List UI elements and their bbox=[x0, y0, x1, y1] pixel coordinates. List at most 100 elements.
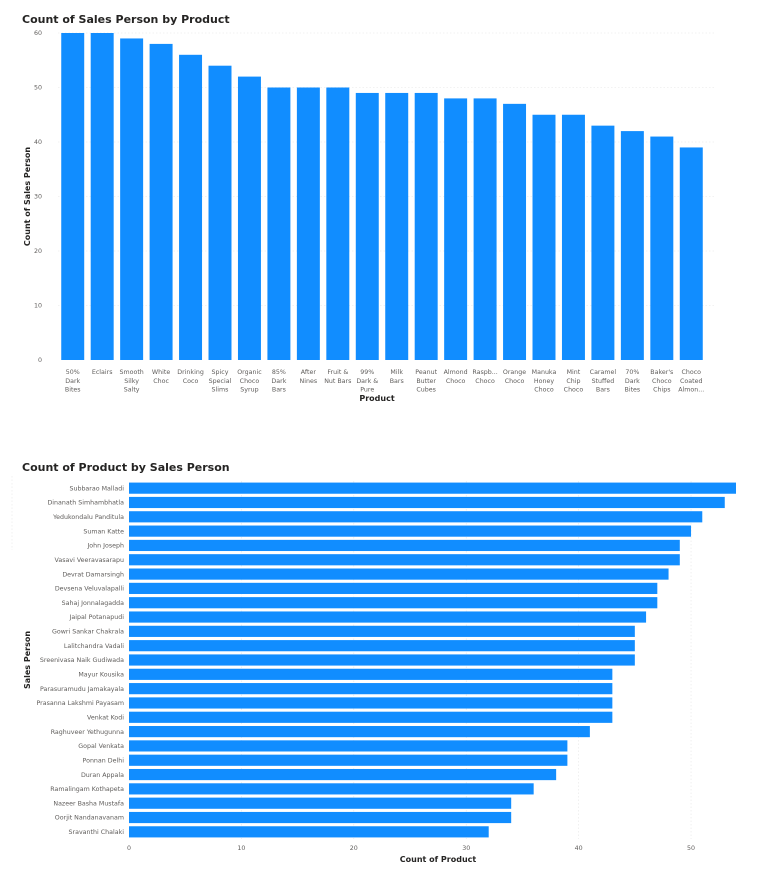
x-category-label: Choco bbox=[534, 387, 554, 394]
bar bbox=[561, 114, 585, 360]
bar bbox=[129, 625, 635, 637]
y-axis-title: Count of Sales Person bbox=[23, 147, 32, 246]
y-category-label: Suman Katte bbox=[83, 528, 124, 535]
x-category-label: Dark bbox=[625, 378, 640, 385]
y-tick-label: 20 bbox=[34, 248, 42, 255]
x-category-label: Choc bbox=[153, 378, 169, 385]
x-category-label: Dark bbox=[65, 378, 80, 385]
bar bbox=[129, 683, 613, 695]
x-category-label: Special bbox=[209, 378, 232, 385]
y-tick-label: 30 bbox=[34, 194, 42, 201]
x-category-label: Bites bbox=[625, 387, 641, 394]
x-category-label: Almond bbox=[444, 369, 468, 376]
y-tick-label: 50 bbox=[34, 85, 42, 92]
bar bbox=[129, 640, 635, 652]
x-category-label: Choco bbox=[652, 378, 672, 385]
x-category-label: Fruit & bbox=[327, 369, 348, 376]
x-category-label: 85% bbox=[272, 369, 286, 376]
y-category-label: Raghuveer Yethugunna bbox=[51, 729, 124, 736]
x-category-label: After bbox=[301, 369, 317, 376]
x-category-label: Caramel bbox=[590, 369, 617, 376]
x-category-label: Chips bbox=[653, 387, 670, 394]
bar bbox=[129, 754, 568, 766]
x-tick-label: 0 bbox=[127, 845, 131, 852]
x-category-label: Coated bbox=[680, 378, 702, 385]
x-category-label: White bbox=[152, 369, 170, 376]
x-category-label: Coco bbox=[183, 378, 199, 385]
x-category-label: Nut Bars bbox=[324, 378, 351, 385]
x-category-label: Silky bbox=[124, 378, 139, 385]
bar bbox=[503, 103, 527, 360]
bar bbox=[414, 92, 438, 360]
x-category-label: Spicy bbox=[212, 369, 229, 376]
bar bbox=[129, 668, 613, 680]
bar bbox=[129, 811, 512, 824]
bar bbox=[129, 539, 680, 552]
y-category-label: Duran Appala bbox=[81, 772, 124, 779]
y-category-label: Subbarao Malladi bbox=[69, 485, 124, 492]
y-category-label: Sahaj Jonnalagadda bbox=[62, 600, 124, 607]
bar bbox=[120, 38, 144, 360]
x-tick-label: 50 bbox=[687, 845, 695, 852]
x-tick-label: 20 bbox=[350, 845, 358, 852]
y-tick-label: 0 bbox=[38, 357, 42, 364]
y-category-label: Jaipal Potanapudi bbox=[69, 614, 125, 621]
y-category-label: Venkat Kodi bbox=[87, 714, 124, 721]
x-category-label: Drinking bbox=[177, 369, 204, 376]
x-category-label: Stuffed bbox=[592, 378, 615, 385]
x-category-label: Slims bbox=[212, 387, 229, 394]
salesperson-chart-title: Count of Product by Sales Person bbox=[22, 461, 230, 474]
bar bbox=[129, 711, 613, 723]
bar bbox=[355, 92, 379, 360]
x-category-label: 50% bbox=[66, 369, 80, 376]
y-tick-label: 40 bbox=[34, 139, 42, 146]
bar bbox=[129, 783, 534, 795]
y-category-label: Devsena Veluvalapalli bbox=[55, 586, 124, 593]
x-category-label: Bars bbox=[390, 378, 404, 385]
x-category-label: Chip bbox=[566, 378, 580, 385]
y-category-label: Gowri Sankar Chakrala bbox=[52, 629, 124, 636]
x-category-label: 99% bbox=[360, 369, 374, 376]
x-category-label: Eclairs bbox=[92, 369, 113, 376]
x-category-label: Bars bbox=[596, 387, 610, 394]
x-category-label: Bites bbox=[65, 387, 81, 394]
x-category-label: Organic bbox=[237, 369, 262, 376]
x-category-label: Pure bbox=[360, 387, 374, 394]
bar bbox=[296, 87, 320, 360]
bar bbox=[679, 147, 703, 360]
bar bbox=[591, 125, 615, 361]
x-tick-label: 40 bbox=[575, 845, 583, 852]
x-category-label: Syrup bbox=[240, 387, 258, 394]
bar bbox=[149, 43, 173, 361]
x-category-label: Dark bbox=[271, 378, 286, 385]
x-category-label: Mint bbox=[567, 369, 581, 376]
bar bbox=[267, 87, 291, 360]
bar bbox=[129, 697, 613, 709]
x-category-label: Choco bbox=[475, 378, 495, 385]
y-category-label: Devrat Damarsingh bbox=[62, 571, 124, 578]
y-category-label: Sravanthi Chalaki bbox=[69, 829, 125, 836]
bar bbox=[129, 568, 669, 580]
bar bbox=[129, 826, 489, 838]
x-axis-title: Count of Product bbox=[400, 855, 477, 864]
salesperson-chart-panel: Count of Product by Sales Person 0 10 20 30… bbox=[0, 448, 768, 888]
bar bbox=[61, 33, 85, 360]
y-category-label: Ponnan Delhi bbox=[83, 757, 125, 764]
y-category-label: Mayur Kousika bbox=[78, 672, 124, 679]
y-axis-title: Sales Person bbox=[23, 631, 32, 689]
x-tick-label: 30 bbox=[462, 845, 470, 852]
x-category-label: Almon... bbox=[678, 387, 704, 394]
bar bbox=[385, 92, 409, 360]
x-category-label: Choco bbox=[681, 369, 701, 376]
product-chart-panel: Count of Sales Person by Product 0 10 20 30… bbox=[0, 0, 768, 420]
x-category-label: Choco bbox=[564, 387, 584, 394]
x-category-label: Manuka bbox=[532, 369, 557, 376]
bar bbox=[129, 768, 557, 781]
x-category-label: Choco bbox=[505, 378, 525, 385]
x-category-label: Peanut bbox=[415, 369, 437, 376]
bar bbox=[237, 76, 261, 360]
y-category-label: Oorjit Nandanavanam bbox=[55, 815, 124, 822]
x-category-label: Butter bbox=[416, 378, 436, 385]
x-category-label: Bars bbox=[272, 387, 286, 394]
bar bbox=[650, 136, 674, 360]
